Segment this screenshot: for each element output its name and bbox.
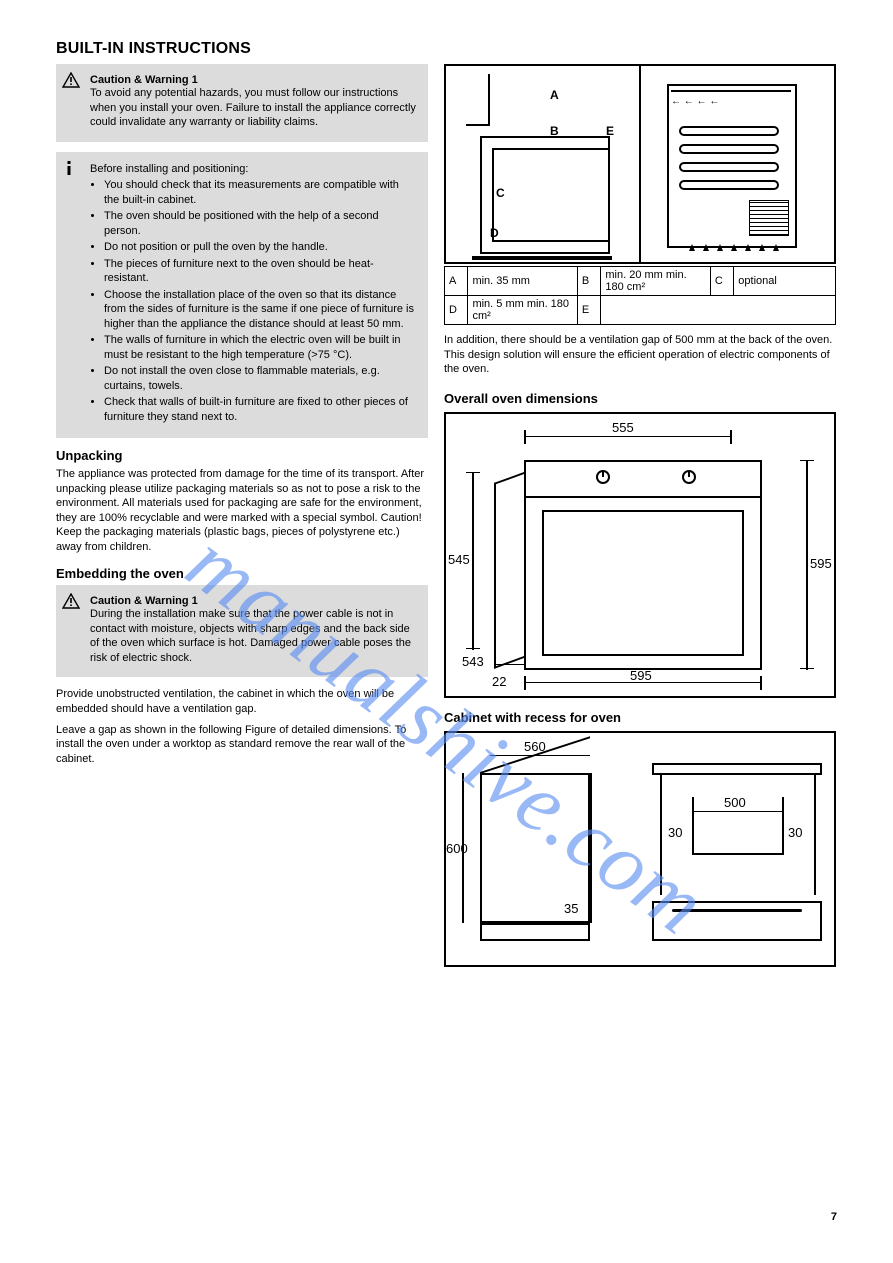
dim-35: 35 — [564, 901, 578, 916]
gap-label-b: B — [550, 124, 559, 138]
list-item: You should check that its measurements a… — [104, 178, 416, 207]
info-box: Before installing and positioning: You s… — [56, 152, 428, 439]
caution-body: To avoid any potential hazards, you must… — [90, 86, 416, 130]
gap-figure-right: ← ← ← ← — [641, 64, 836, 264]
dim-595h: 595 — [810, 556, 832, 571]
gap-table: A min. 35 mm B min. 20 mm min. 180 cm² C… — [444, 266, 836, 325]
table-cell: min. 5 mm min. 180 cm² — [468, 296, 577, 325]
table-cell — [601, 296, 836, 325]
dim-500: 500 — [724, 795, 746, 810]
page-title: BUILT-IN INSTRUCTIONS — [56, 40, 837, 58]
caution-box-1: Caution & Warning 1 To avoid any potenti… — [56, 64, 428, 142]
table-header: C — [710, 267, 733, 296]
dim-555: 555 — [612, 420, 634, 435]
table-cell: optional — [734, 267, 836, 296]
gap-label-d: D — [490, 226, 499, 240]
dim-543: 543 — [462, 654, 484, 669]
embedding-para1: Provide unobstructed ventilation, the ca… — [56, 687, 428, 716]
table-header: E — [577, 296, 600, 325]
table-header: B — [577, 267, 600, 296]
dim-22: 22 — [492, 674, 506, 689]
dim-600: 600 — [446, 841, 468, 856]
unpacking-body: The appliance was protected from damage … — [56, 467, 428, 554]
unpacking-heading: Unpacking — [56, 448, 428, 463]
cabinet-heading: Cabinet with recess for oven — [444, 710, 836, 725]
info-icon — [62, 160, 82, 176]
list-item: The oven should be positioned with the h… — [104, 209, 416, 238]
embedding-heading: Embedding the oven — [56, 566, 428, 581]
list-item: Check that walls of built-in furniture a… — [104, 395, 416, 424]
gap-figures: A B E C D — [444, 64, 836, 264]
dim-595w: 595 — [630, 668, 652, 683]
gap-figure-left: A B E C D — [444, 64, 641, 264]
list-item: The walls of furniture in which the elec… — [104, 333, 416, 362]
table-cell: min. 35 mm — [468, 267, 577, 296]
dim-560: 560 — [524, 739, 546, 754]
warning-triangle-icon — [62, 593, 82, 609]
gap-note: In addition, there should be a ventilati… — [444, 333, 836, 377]
dim-545: 545 — [448, 552, 470, 567]
table-cell: min. 20 mm min. 180 cm² — [601, 267, 710, 296]
table-header: A — [445, 267, 468, 296]
embedding-para2: Leave a gap as shown in the following Fi… — [56, 723, 428, 767]
right-column: A B E C D — [444, 64, 836, 967]
warning-triangle-icon — [62, 72, 82, 88]
gap-label-e: E — [606, 124, 614, 138]
cabinet-figure: 560 600 35 500 30 30 — [444, 731, 836, 967]
oven-dimensions-figure: 555 545 595 543 22 595 — [444, 412, 836, 698]
dim-30-right: 30 — [788, 825, 802, 840]
info-intro: Before installing and positioning: — [90, 162, 416, 177]
list-item: The pieces of furniture next to the oven… — [104, 257, 416, 286]
caution-heading: Caution & Warning 1 — [90, 595, 416, 607]
caution-box-2: Caution & Warning 1 During the installat… — [56, 585, 428, 677]
left-column: Caution & Warning 1 To avoid any potenti… — [56, 64, 428, 766]
list-item: Do not install the oven close to flammab… — [104, 364, 416, 393]
page-number: 7 — [831, 1211, 837, 1223]
overall-dims-heading: Overall oven dimensions — [444, 391, 836, 406]
gap-label-a: A — [550, 88, 559, 102]
info-list: You should check that its measurements a… — [104, 178, 416, 424]
page: BUILT-IN INSTRUCTIONS Caution & Warning … — [0, 0, 893, 1263]
caution-body: During the installation make sure that t… — [90, 607, 416, 665]
table-header: D — [445, 296, 468, 325]
list-item: Choose the installation place of the ove… — [104, 288, 416, 332]
list-item: Do not position or pull the oven by the … — [104, 240, 416, 255]
dim-30-left: 30 — [668, 825, 682, 840]
gap-label-c: C — [496, 186, 505, 200]
caution-heading: Caution & Warning 1 — [90, 74, 416, 86]
